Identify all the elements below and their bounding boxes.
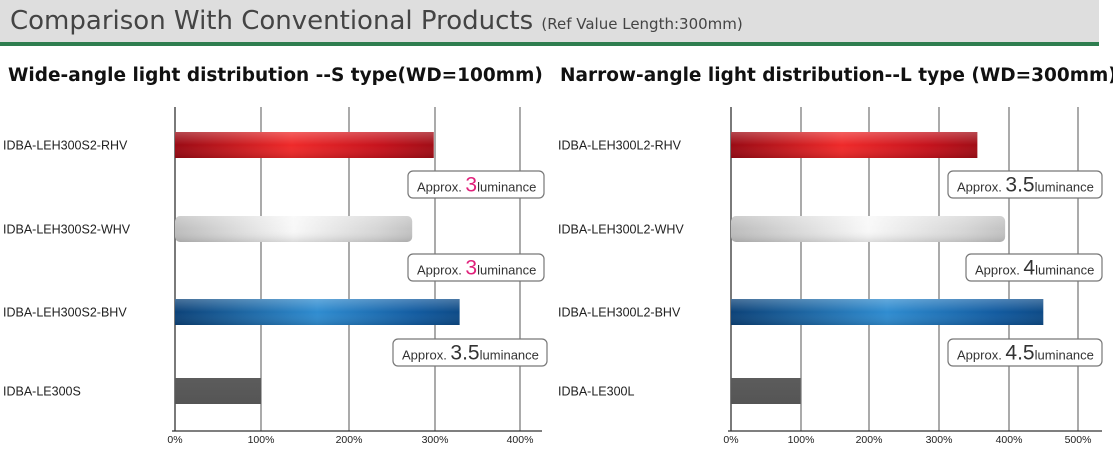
annotation-value: 4.5	[1005, 342, 1034, 365]
bar-shine	[175, 299, 460, 325]
x-tick-label: 400%	[507, 434, 534, 446]
category-label: IDBA-LE300L	[558, 385, 634, 399]
bar-gray	[175, 378, 262, 404]
x-tick-label: 100%	[248, 434, 275, 446]
x-tick-label: 400%	[996, 434, 1023, 446]
x-tick-label: 0%	[167, 434, 182, 446]
annotation-prefix: Approx.	[975, 263, 1023, 278]
x-tick-label: 100%	[788, 434, 815, 446]
annotation-box	[407, 170, 545, 199]
annotation-prefix: Approx.	[402, 348, 450, 363]
page-title-text: Comparison With Conventional Products	[10, 6, 534, 36]
chart-title: Narrow-angle light distribution--L type …	[560, 65, 1113, 86]
annotation-suffix: luminance	[477, 263, 536, 278]
annotation-prefix: Approx.	[417, 180, 465, 195]
annotation-suffix: luminance	[1035, 348, 1094, 363]
category-label: IDBA-LEH300S2-RHV	[3, 139, 128, 153]
bar-gray	[731, 378, 801, 404]
annotation-value: 3	[465, 257, 477, 280]
annotation-text: Approx. 4.5luminance	[957, 342, 1094, 365]
annotation-value: 3.5	[1005, 174, 1034, 197]
annotation-text: Approx. 4luminance	[975, 257, 1094, 280]
category-label: IDBA-LE300S	[3, 385, 81, 399]
x-tick-label: 0%	[723, 434, 738, 446]
annotation-text: Approx. 3.5luminance	[402, 342, 539, 365]
page-subtitle: (Ref Value Length:300mm)	[541, 15, 743, 33]
bar-shine	[175, 216, 413, 242]
annotation-value: 4	[1023, 257, 1035, 280]
annotation-text: Approx. 3.5luminance	[957, 174, 1094, 197]
page-title: Comparison With Conventional Products (R…	[10, 6, 743, 36]
annotation-text: Approx. 3luminance	[417, 257, 536, 280]
category-label: IDBA-LEH300L2-WHV	[558, 223, 684, 237]
annotation-suffix: luminance	[477, 180, 536, 195]
bar-shine	[731, 299, 1044, 325]
header-bar: Comparison With Conventional Products (R…	[0, 0, 1099, 46]
annotation-prefix: Approx.	[957, 348, 1005, 363]
annotation-box	[947, 338, 1103, 367]
chart-1: Wide-angle light distribution --S type(W…	[3, 65, 548, 446]
bar-shine	[731, 132, 978, 158]
annotation-prefix: Approx.	[957, 180, 1005, 195]
annotation-prefix: Approx.	[417, 263, 465, 278]
category-label: IDBA-LEH300S2-BHV	[3, 306, 127, 320]
x-tick-label: 300%	[422, 434, 449, 446]
annotation-suffix: luminance	[1035, 180, 1094, 195]
bar-shine	[175, 132, 434, 158]
annotation-box	[407, 253, 545, 282]
category-label: IDBA-LEH300L2-RHV	[558, 139, 682, 153]
annotation-box	[947, 170, 1103, 199]
bar-shine	[731, 216, 1006, 242]
annotation-suffix: luminance	[480, 348, 539, 363]
annotation-value: 3.5	[450, 342, 479, 365]
x-tick-label: 300%	[926, 434, 953, 446]
chart-title: Wide-angle light distribution --S type(W…	[8, 65, 543, 86]
annotation-text: Approx. 3luminance	[417, 174, 536, 197]
x-tick-label: 200%	[336, 434, 363, 446]
category-label: IDBA-LEH300S2-WHV	[3, 223, 131, 237]
chart-2: Narrow-angle light distribution--L type …	[558, 65, 1113, 446]
annotation-value: 3	[465, 174, 477, 197]
annotation-box	[965, 253, 1103, 282]
x-tick-label: 200%	[856, 434, 883, 446]
annotation-suffix: luminance	[1035, 263, 1094, 278]
category-label: IDBA-LEH300L2-BHV	[558, 306, 681, 320]
x-tick-label: 500%	[1065, 434, 1092, 446]
annotation-box	[392, 338, 548, 367]
